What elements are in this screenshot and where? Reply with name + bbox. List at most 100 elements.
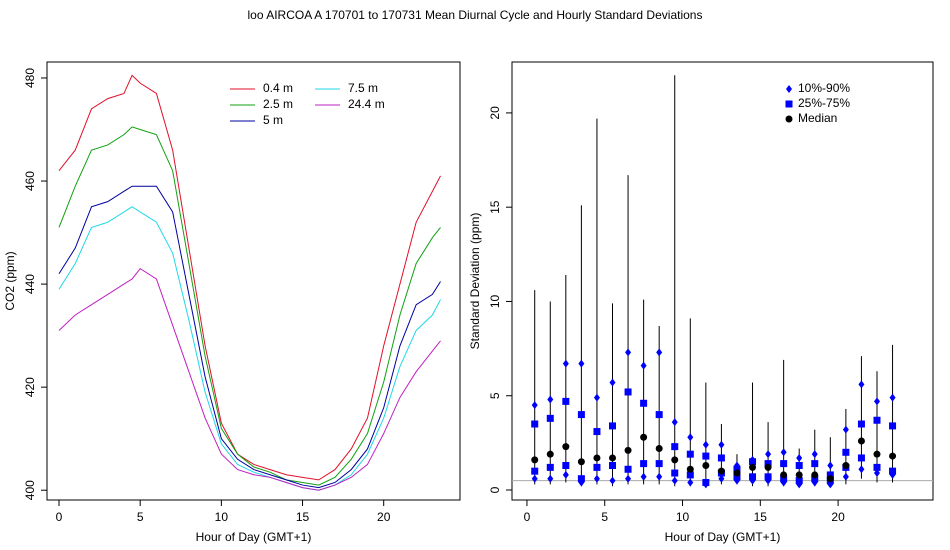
x-tick-label: 0 [524,510,531,524]
marker-circle [702,461,710,469]
y-tick-label: 460 [23,171,37,191]
x-axis-label: Hour of Day (GMT+1) [665,530,781,544]
marker-square [577,411,585,419]
marker-diamond [671,418,678,427]
marker-square [857,420,865,428]
marker-square [546,463,554,471]
y-tick-label: 15 [488,200,502,214]
marker-square [873,463,881,471]
legend-swatch [785,100,793,108]
marker-circle [857,437,865,445]
plot-frame [46,61,461,501]
marker-square [546,414,554,422]
marker-square [593,428,601,436]
marker-square [671,469,679,477]
marker-diamond [889,393,896,402]
marker-square [655,460,663,468]
legend-label: 10%-90% [798,81,850,95]
marker-square [640,399,648,407]
marker-diamond [765,450,772,459]
marker-square [795,477,803,485]
marker-circle [889,452,897,460]
line-series [58,126,441,486]
marker-circle [795,471,803,479]
marker-diamond [593,393,600,402]
marker-square [749,473,757,481]
marker-square [749,458,757,466]
marker-diamond [562,470,569,479]
x-tick-label: 20 [377,510,391,524]
marker-square [780,475,788,483]
x-tick-label: 20 [831,510,845,524]
plot-frame [511,61,934,501]
marker-square [562,397,570,405]
marker-circle [873,450,881,458]
marker-diamond [687,433,694,442]
marker-diamond [547,395,554,404]
marker-square [717,454,725,462]
x-axis-label: Hour of Day (GMT+1) [196,530,312,544]
marker-square [811,475,819,483]
marker-square [609,461,617,469]
marker-circle [562,443,570,451]
marker-diamond [531,401,538,410]
marker-diamond [702,440,709,449]
legend-label: Median [798,111,837,125]
marker-diamond [858,465,865,474]
marker-square [609,422,617,430]
y-tick-label: 0 [488,486,502,493]
marker-circle [671,456,679,464]
marker-square [562,461,570,469]
marker-square [811,460,819,468]
marker-circle [717,467,725,475]
marker-diamond [718,440,725,449]
marker-diamond [562,359,569,368]
marker-circle [811,471,819,479]
x-tick-label: 10 [215,510,229,524]
legend-label: 2.5 m [263,97,293,111]
marker-diamond [858,380,865,389]
marker-circle [531,456,539,464]
legend-label: 7.5 m [348,81,378,95]
marker-diamond [625,474,632,483]
marker-diamond [718,474,725,483]
legend-swatch [785,115,793,123]
marker-diamond [811,450,818,459]
marker-diamond [625,348,632,357]
marker-diamond [656,348,663,357]
marker-circle [686,465,694,473]
legend-label: 25%-75% [798,96,850,110]
y-tick-label: 480 [23,68,37,88]
marker-square [686,471,694,479]
marker-diamond [640,472,647,481]
marker-square [531,467,539,475]
marker-diamond [609,378,616,387]
marker-diamond [842,472,849,481]
marker-square [764,473,772,481]
marker-circle [826,475,834,483]
marker-square [531,420,539,428]
marker-diamond [796,453,803,462]
x-tick-label: 15 [296,510,310,524]
marker-square [842,448,850,456]
y-tick-label: 400 [23,480,37,500]
marker-diamond [609,476,616,485]
marker-circle [749,463,757,471]
marker-square [593,463,601,471]
marker-diamond [547,474,554,483]
marker-square [733,473,741,481]
line-series [58,74,441,481]
marker-diamond [827,461,834,470]
marker-square [640,460,648,468]
x-tick-label: 0 [56,510,63,524]
line-series [58,267,441,491]
marker-diamond [578,359,585,368]
marker-square [826,471,834,479]
marker-square [624,388,632,396]
marker-square [655,411,663,419]
y-tick-label: 5 [488,392,502,399]
page-title: loo AIRCOA A 170701 to 170731 Mean Diurn… [248,8,703,22]
marker-circle [640,433,648,441]
marker-square [624,465,632,473]
